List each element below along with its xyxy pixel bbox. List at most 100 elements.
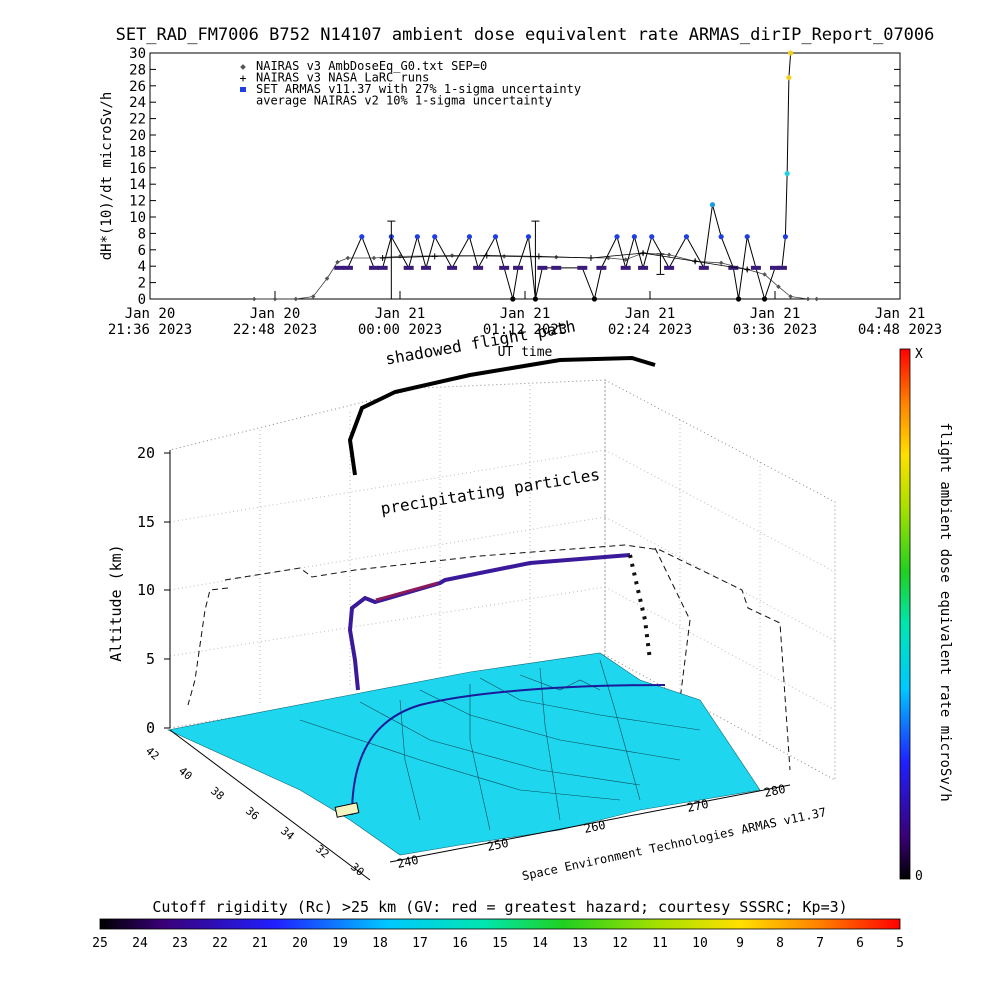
legend-label: average NAIRAS v2 10% 1-sigma uncertaint… xyxy=(256,94,552,108)
lon-tick-270: 270 xyxy=(686,797,710,815)
nairas-point xyxy=(788,294,793,299)
legend-marker xyxy=(240,87,246,92)
nairas-point xyxy=(310,294,316,299)
legend-marker xyxy=(240,64,246,70)
z-tick-15: 15 xyxy=(137,513,155,531)
larc-point xyxy=(431,253,438,260)
colorbar-top-label: X xyxy=(915,347,923,362)
chart-title: SET_RAD_FM7006 B752 N14107 ambient dose … xyxy=(116,25,935,45)
state-borders xyxy=(299,659,701,831)
nairas-point xyxy=(805,296,811,302)
x-tick-label: 03:36 2023 xyxy=(733,322,817,338)
armas-point xyxy=(473,265,484,270)
armas-point xyxy=(761,296,768,302)
larc-point xyxy=(535,253,542,260)
particle-layer xyxy=(155,340,835,585)
y-tick-label: 12 xyxy=(129,194,146,210)
armas-point xyxy=(735,296,742,302)
series-line xyxy=(382,252,748,270)
rigidity-tick-label: 7 xyxy=(816,936,824,951)
floor-lon-ticks: 240 250 260 270 280 xyxy=(396,782,787,871)
armas-point xyxy=(510,296,516,302)
larc-point xyxy=(379,255,386,261)
armas-point xyxy=(750,265,761,270)
shadow-flight-path xyxy=(347,355,656,476)
armas-point xyxy=(537,265,548,270)
legend-marker xyxy=(240,75,246,82)
cruise-trajectory xyxy=(347,553,631,691)
y-tick-label: 20 xyxy=(129,128,146,144)
rigidity-tick-label: 23 xyxy=(172,936,188,951)
armas-point xyxy=(492,234,499,240)
rigidity-tick-label: 22 xyxy=(212,936,228,951)
armas-point xyxy=(499,265,510,270)
lat-tick-38: 38 xyxy=(208,784,227,802)
larc-point xyxy=(483,252,490,259)
nairas-point xyxy=(718,260,724,266)
armas-point xyxy=(466,234,473,240)
x-tick-label: Jan 21 xyxy=(625,306,676,322)
nairas-point xyxy=(324,276,330,281)
descent-trajectory xyxy=(628,554,652,661)
y-tick-label: 18 xyxy=(129,144,146,160)
armas-point xyxy=(377,265,388,270)
nairas-point xyxy=(666,252,672,257)
lat-tick-30: 30 xyxy=(348,860,367,878)
rigidity-tick-label: 6 xyxy=(856,936,864,951)
nairas-point xyxy=(449,253,455,258)
armas-point xyxy=(525,234,532,240)
y-tick-label: 10 xyxy=(129,210,146,226)
altitude-axis: 0 5 10 15 20 Altitude (km) xyxy=(107,444,171,737)
y-tick-label: 0 xyxy=(138,292,146,308)
rigidity-tick-label: 17 xyxy=(412,936,428,951)
x-tick-label: Jan 21 xyxy=(750,306,801,322)
armas-point xyxy=(698,265,709,270)
larc-point xyxy=(587,255,594,261)
y-tick-label: 2 xyxy=(138,276,146,292)
x-tick-label: 22:48 2023 xyxy=(233,322,317,338)
rigidity-tick-label: 9 xyxy=(736,936,744,951)
y-tick-label: 22 xyxy=(129,112,146,128)
armas-point xyxy=(421,265,432,270)
y-tick-label: 26 xyxy=(129,79,146,95)
ground-map xyxy=(167,652,761,856)
x-tick-label: Jan 20 xyxy=(125,306,176,322)
nairas-point xyxy=(272,296,278,302)
armas-point xyxy=(414,234,420,240)
lon-tick-240: 240 xyxy=(396,853,420,871)
lon-tick-260: 260 xyxy=(583,818,607,836)
lat-tick-34: 34 xyxy=(278,824,297,843)
rigidity-tick-label: 5 xyxy=(896,936,904,951)
rigidity-tick-label: 25 xyxy=(92,936,108,951)
x-tick-label: 00:00 2023 xyxy=(358,322,442,338)
x-tick-label: Jan 21 xyxy=(500,306,551,322)
armas-point xyxy=(709,202,716,208)
armas-point xyxy=(784,170,790,177)
lon-tick-250: 250 xyxy=(486,836,510,854)
armas-point xyxy=(718,234,724,240)
nairas-point xyxy=(776,284,781,289)
y-axis-label: dH*(10)/dt microSv/h xyxy=(99,92,115,261)
rigidity-tick-label: 8 xyxy=(776,936,784,951)
x-tick-label: 21:36 2023 xyxy=(108,322,192,338)
nairas-point xyxy=(762,272,767,277)
rigidity-tick-label: 14 xyxy=(532,936,548,951)
rigidity-tick-label: 15 xyxy=(492,936,508,951)
lat-tick-42: 42 xyxy=(143,744,162,762)
nairas-point xyxy=(371,255,377,261)
armas-point xyxy=(513,265,524,270)
armas-point xyxy=(591,296,598,302)
armas-point xyxy=(728,265,739,270)
armas-point xyxy=(551,265,562,270)
armas-point xyxy=(368,265,379,270)
y-tick-label: 16 xyxy=(129,161,146,177)
armas-point xyxy=(786,75,792,81)
lat-tick-32: 32 xyxy=(313,842,332,860)
nairas-point xyxy=(345,255,351,261)
armas-point xyxy=(744,234,750,240)
larc-point xyxy=(640,250,647,257)
